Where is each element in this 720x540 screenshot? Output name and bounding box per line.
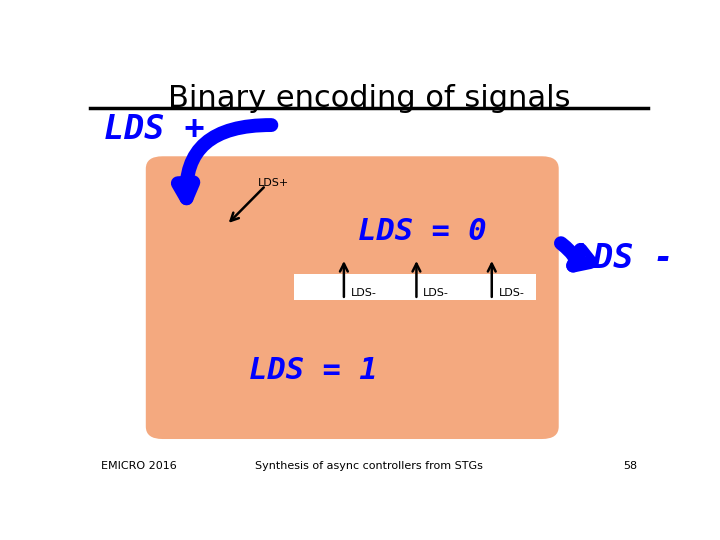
- Text: LDS = 0: LDS = 0: [358, 217, 486, 246]
- FancyBboxPatch shape: [145, 156, 559, 439]
- Text: EMICRO 2016: EMICRO 2016: [101, 462, 177, 471]
- Text: LDS = 1: LDS = 1: [249, 356, 377, 385]
- Bar: [294, 274, 536, 300]
- Text: LDS-: LDS-: [423, 288, 449, 298]
- Text: LDS+: LDS+: [258, 178, 289, 188]
- Text: LDS-: LDS-: [498, 288, 524, 298]
- Text: LDS-: LDS-: [351, 288, 377, 298]
- Text: Binary encoding of signals: Binary encoding of signals: [168, 84, 570, 112]
- FancyArrowPatch shape: [561, 243, 590, 266]
- Text: 58: 58: [623, 462, 637, 471]
- Text: Synthesis of async controllers from STGs: Synthesis of async controllers from STGs: [255, 462, 483, 471]
- FancyBboxPatch shape: [282, 168, 547, 283]
- Text: LDS +: LDS +: [104, 113, 204, 146]
- Text: LDS -: LDS -: [572, 241, 673, 275]
- FancyArrowPatch shape: [178, 125, 271, 198]
- Bar: [163, 166, 294, 175]
